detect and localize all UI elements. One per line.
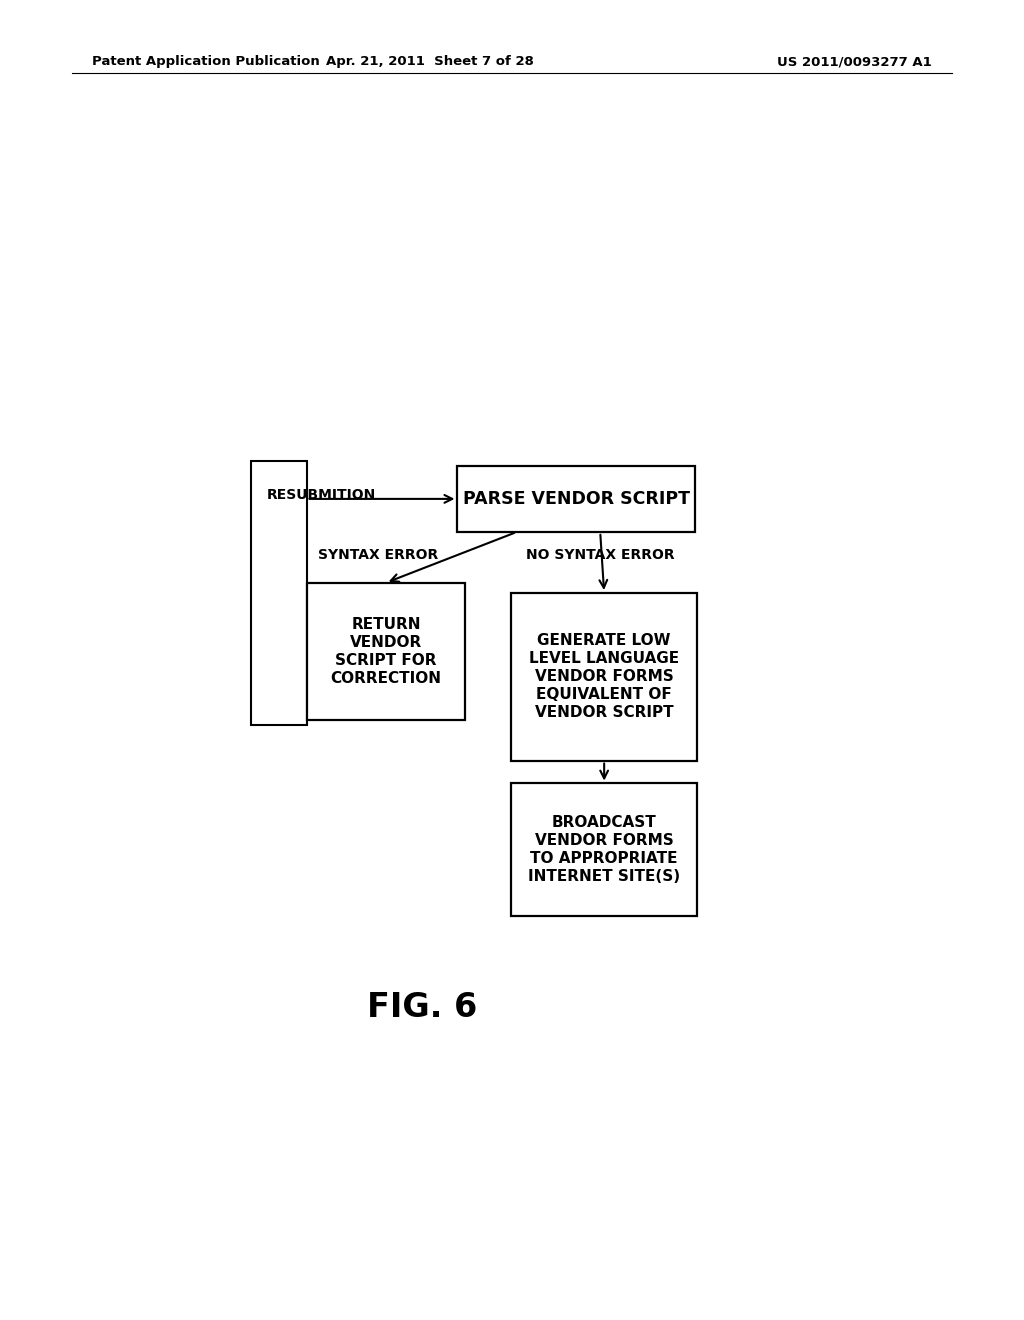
Text: US 2011/0093277 A1: US 2011/0093277 A1: [777, 55, 932, 69]
Text: RETURN
VENDOR
SCRIPT FOR
CORRECTION: RETURN VENDOR SCRIPT FOR CORRECTION: [331, 616, 441, 686]
Bar: [251, 461, 306, 725]
Text: FIG. 6: FIG. 6: [367, 990, 477, 1023]
Text: GENERATE LOW
LEVEL LANGUAGE
VENDOR FORMS
EQUIVALENT OF
VENDOR SCRIPT: GENERATE LOW LEVEL LANGUAGE VENDOR FORMS…: [529, 634, 679, 721]
Bar: [306, 582, 465, 719]
Bar: [511, 593, 697, 760]
Text: SYNTAX ERROR: SYNTAX ERROR: [317, 548, 438, 562]
Text: BROADCAST
VENDOR FORMS
TO APPROPRIATE
INTERNET SITE(S): BROADCAST VENDOR FORMS TO APPROPRIATE IN…: [528, 814, 680, 884]
Bar: [511, 784, 697, 916]
Text: PARSE VENDOR SCRIPT: PARSE VENDOR SCRIPT: [463, 490, 690, 508]
Bar: [458, 466, 695, 532]
Text: NO SYNTAX ERROR: NO SYNTAX ERROR: [526, 548, 675, 562]
Text: Apr. 21, 2011  Sheet 7 of 28: Apr. 21, 2011 Sheet 7 of 28: [326, 55, 535, 69]
Text: RESUBMITION: RESUBMITION: [267, 488, 376, 502]
Text: Patent Application Publication: Patent Application Publication: [92, 55, 319, 69]
